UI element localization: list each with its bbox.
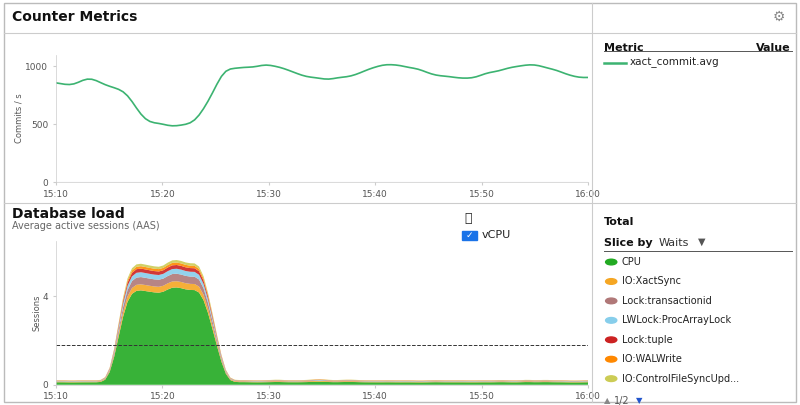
Text: vCPU: vCPU [482,230,511,240]
Text: ⏸: ⏸ [464,212,472,225]
Y-axis label: Commits / s: Commits / s [15,94,24,143]
Text: ▼: ▼ [698,237,706,247]
Text: IO:ControlFileSyncUpd...: IO:ControlFileSyncUpd... [622,374,738,384]
Text: Counter Metrics: Counter Metrics [12,10,138,24]
Text: ▲: ▲ [604,396,610,405]
Text: xact_commit.avg: xact_commit.avg [630,57,719,67]
Text: Lock:transactionid: Lock:transactionid [622,296,711,306]
Text: ✓: ✓ [466,231,474,240]
Text: IO:WALWrite: IO:WALWrite [622,354,682,364]
Text: Lock:tuple: Lock:tuple [622,335,672,345]
Text: Waits: Waits [658,238,689,248]
Text: ⚙: ⚙ [773,10,786,24]
Text: Value: Value [756,43,790,53]
Text: Slice by: Slice by [604,238,653,248]
Text: Database load: Database load [12,207,125,221]
Text: Metric: Metric [604,43,644,53]
Y-axis label: Sessions: Sessions [32,294,42,331]
Text: ▼: ▼ [636,396,642,405]
Text: LWLock:ProcArrayLock: LWLock:ProcArrayLock [622,315,730,325]
Text: CPU: CPU [622,257,642,267]
Text: Average active sessions (AAS): Average active sessions (AAS) [12,221,160,231]
Text: IO:XactSync: IO:XactSync [622,277,681,286]
Text: 1/2: 1/2 [614,396,630,405]
Text: Total: Total [604,217,634,227]
